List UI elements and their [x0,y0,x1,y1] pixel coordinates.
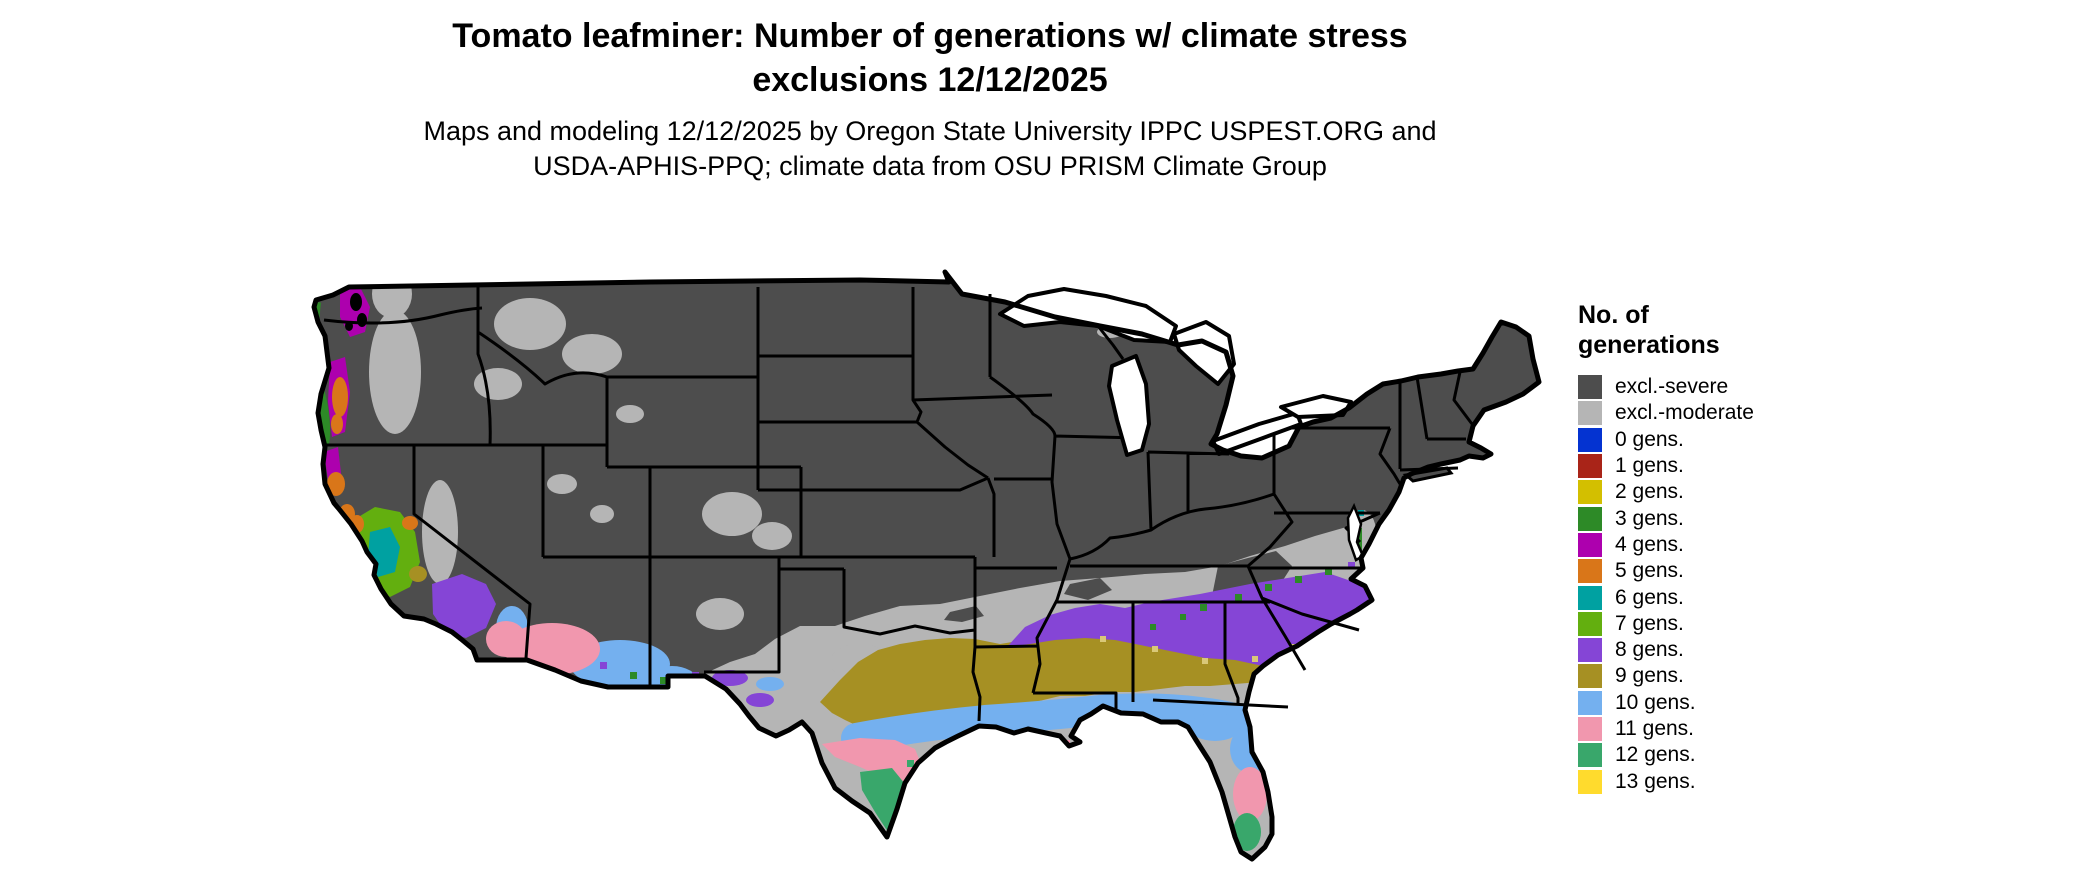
legend-label-excl-severe: excl.-severe [1615,375,1729,399]
legend-swatch-10-gens [1578,690,1602,715]
legend: No. of generations excl.-severe excl.-mo… [1578,300,1938,795]
socal-8-gens [432,574,496,638]
map-attribution-line1: Maps and modeling 12/12/2025 by Oregon S… [423,116,1437,146]
legend-label-13-gens: 13 gens. [1615,769,1696,793]
legend-label-0-gens: 0 gens. [1615,427,1684,451]
legend-label-6-gens: 6 gens. [1615,585,1684,609]
band-11-gens [822,738,921,783]
legend-label-7-gens: 7 gens. [1615,611,1684,635]
legend-row-10-gens: 10 gens. [1578,690,1938,716]
legend-label-2-gens: 2 gens. [1615,480,1684,504]
legend-row-2-gens: 2 gens. [1578,479,1938,505]
legend-swatch-1-gens [1578,454,1602,479]
legend-label-4-gens: 4 gens. [1615,532,1684,556]
legend-label-5-gens: 5 gens. [1615,559,1684,583]
great-lakes [998,287,1353,457]
legend-label-excl-moderate: excl.-moderate [1615,401,1754,425]
legend-row-excl-moderate: excl.-moderate [1578,400,1938,426]
legend-swatch-5-gens [1578,559,1602,584]
us-map-svg [311,269,1542,877]
legend-title: No. of generations [1578,300,1938,360]
map-title-line1: Tomato leafminer: Number of generations … [452,17,1408,55]
legend-row-1-gens: 1 gens. [1578,453,1938,479]
legend-label-9-gens: 9 gens. [1615,664,1684,688]
legend-items: excl.-severe excl.-moderate 0 gens. 1 ge… [1578,374,1938,795]
legend-swatch-7-gens [1578,611,1602,636]
band-9-gens [820,634,1312,732]
legend-label-3-gens: 3 gens. [1615,506,1684,530]
legend-swatch-excl-moderate [1578,401,1602,426]
legend-row-8-gens: 8 gens. [1578,637,1938,663]
us-outline [311,269,1542,862]
legend-swatch-3-gens [1578,506,1602,531]
legend-row-6-gens: 6 gens. [1578,584,1938,610]
legend-label-11-gens: 11 gens. [1615,717,1695,740]
legend-swatch-8-gens [1578,638,1602,663]
legend-row-13-gens: 13 gens. [1578,768,1938,794]
map-attribution: Maps and modeling 12/12/2025 by Oregon S… [423,114,1436,184]
long-island [1402,466,1454,483]
legend-swatch-9-gens [1578,664,1602,689]
band-8-gens [1007,572,1372,666]
legend-row-12-gens: 12 gens. [1578,742,1938,768]
legend-title-line2: generations [1578,331,1720,359]
map-title-line2: exclusions 12/12/2025 [752,61,1108,99]
legend-title-line1: No. of [1578,301,1649,329]
legend-swatch-6-gens [1578,585,1602,610]
legend-swatch-excl-severe [1578,375,1602,400]
lake-huron [1172,320,1236,386]
map-title: Tomato leafminer: Number of generations … [452,14,1407,102]
legend-label-12-gens: 12 gens. [1615,743,1696,767]
band-13-gens [1206,862,1250,877]
lake-michigan [1107,354,1151,457]
legend-swatch-12-gens [1578,743,1602,768]
legend-row-4-gens: 4 gens. [1578,532,1938,558]
legend-swatch-0-gens [1578,427,1602,452]
us-generations-map [300,232,1560,880]
legend-swatch-4-gens [1578,532,1602,557]
map-attribution-line2: USDA-APHIS-PPQ; climate data from OSU PR… [533,151,1327,181]
legend-row-0-gens: 0 gens. [1578,427,1938,453]
legend-label-10-gens: 10 gens. [1615,690,1696,714]
legend-swatch-2-gens [1578,480,1602,505]
legend-label-1-gens: 1 gens. [1615,454,1684,478]
legend-row-11-gens: 11 gens. [1578,716,1938,742]
legend-row-9-gens: 9 gens. [1578,663,1938,689]
legend-swatch-11-gens [1578,717,1602,741]
legend-row-3-gens: 3 gens. [1578,505,1938,531]
legend-label-8-gens: 8 gens. [1615,638,1684,662]
legend-row-7-gens: 7 gens. [1578,611,1938,637]
legend-swatch-13-gens [1578,769,1602,794]
state-borders [323,287,1474,722]
legend-row-5-gens: 5 gens. [1578,558,1938,584]
legend-row-excl-severe: excl.-severe [1578,374,1938,400]
